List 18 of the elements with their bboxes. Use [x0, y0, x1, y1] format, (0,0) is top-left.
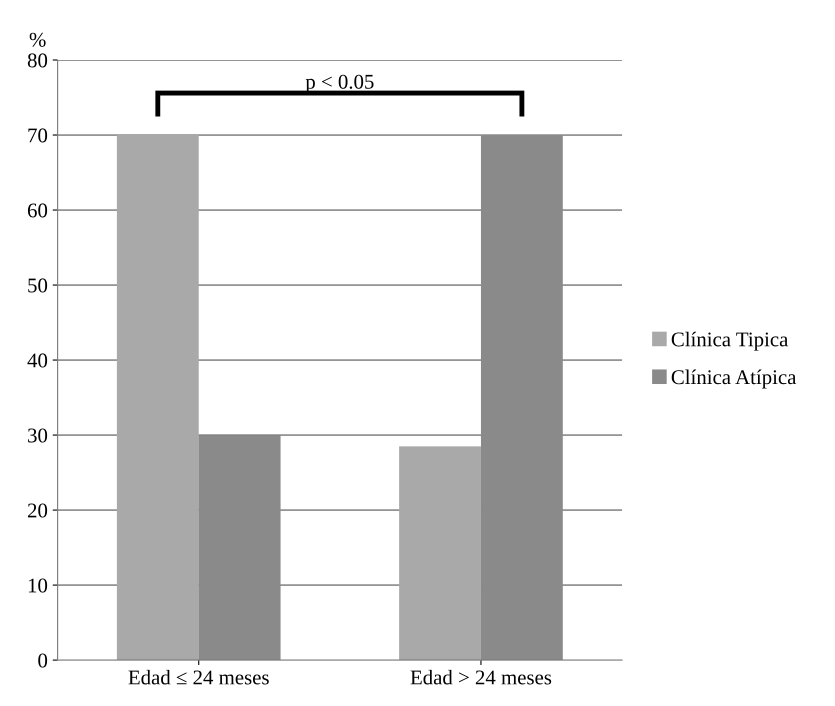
legend-label: Clínica Tipica — [672, 332, 788, 351]
y-tick-label: 20 — [28, 503, 48, 518]
y-tick-label: 70 — [28, 128, 48, 142]
legend-label: Clínica Atípica — [672, 370, 796, 388]
y-tick-label: 10 — [28, 578, 48, 593]
y-tick-label: 0 — [38, 653, 48, 668]
bar — [198, 435, 281, 660]
bar — [399, 446, 481, 660]
bar — [480, 135, 563, 660]
y-tick-label: 30 — [28, 428, 48, 443]
x-tick-label: Edad ≤ 24 meses — [128, 670, 269, 684]
bar — [116, 135, 199, 660]
x-tick-label: Edad > 24 meses — [410, 670, 552, 684]
y-tick-label: 80 — [28, 53, 48, 68]
y-tick-label: 40 — [27, 353, 48, 368]
y-tick-label: 60 — [28, 203, 48, 218]
y-tick-label: 50 — [28, 278, 48, 292]
y-axis-title: % — [30, 32, 46, 47]
